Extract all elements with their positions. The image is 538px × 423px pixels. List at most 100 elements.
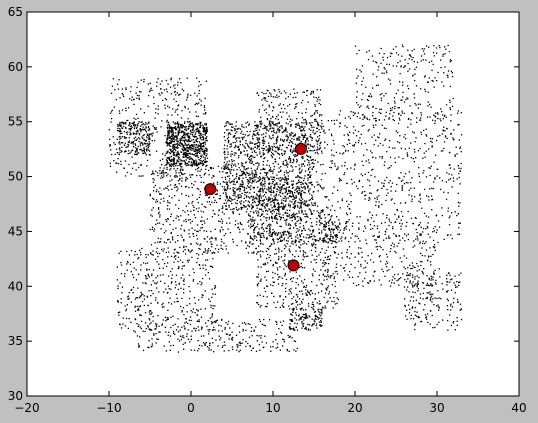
scatter-point: [274, 158, 276, 160]
scatter-point: [431, 79, 433, 82]
scatter-point: [175, 164, 177, 167]
scatter-point: [299, 192, 301, 194]
scatter-point: [411, 59, 413, 61]
scatter-point: [148, 94, 150, 97]
scatter-point: [248, 174, 250, 176]
scatter-point: [292, 215, 295, 217]
scatter-point: [440, 120, 442, 122]
scatter-point: [324, 132, 326, 134]
scatter-point: [168, 158, 171, 160]
scatter-point: [254, 179, 256, 181]
scatter-point: [276, 214, 278, 216]
scatter-point: [278, 178, 280, 180]
scatter-point: [289, 170, 291, 172]
scatter-point: [408, 68, 411, 70]
scatter-point: [175, 128, 178, 130]
scatter-point: [380, 62, 382, 64]
scatter-point: [337, 201, 339, 203]
scatter-point: [360, 71, 362, 73]
scatter-point: [269, 128, 271, 130]
scatter-point: [264, 182, 266, 185]
scatter-point: [185, 176, 187, 179]
scatter-point: [184, 121, 186, 123]
scatter-point: [175, 127, 177, 129]
scatter-point: [276, 152, 279, 154]
scatter-point: [177, 188, 179, 190]
scatter-point: [235, 202, 237, 204]
scatter-point: [414, 310, 416, 313]
scatter-point: [229, 232, 232, 234]
scatter-point: [296, 139, 298, 141]
scatter-point: [433, 55, 435, 57]
scatter-point: [372, 235, 374, 237]
scatter-point: [266, 176, 268, 178]
scatter-point: [229, 132, 231, 134]
scatter-point: [177, 123, 179, 125]
scatter-point: [188, 137, 191, 139]
scatter-point: [319, 147, 321, 149]
scatter-point: [257, 190, 260, 193]
scatter-point: [277, 207, 279, 209]
scatter-point: [165, 88, 168, 90]
scatter-point: [270, 224, 272, 226]
scatter-point: [417, 315, 420, 318]
scatter-point: [167, 124, 169, 126]
scatter-point: [172, 108, 174, 110]
scatter-point: [124, 142, 126, 144]
scatter-point: [245, 206, 247, 208]
scatter-point: [292, 198, 294, 201]
scatter-point: [293, 150, 296, 152]
scatter-point: [399, 60, 401, 62]
scatter-point: [370, 228, 372, 230]
scatter-point: [429, 261, 432, 263]
scatter-point: [183, 146, 185, 149]
scatter-point: [314, 105, 316, 107]
scatter-point: [278, 126, 281, 128]
scatter-point: [354, 267, 356, 269]
scatter-point: [249, 242, 251, 244]
scatter-point: [184, 148, 186, 150]
scatter-point: [447, 76, 449, 78]
scatter-point: [382, 213, 384, 215]
scatter-point: [159, 187, 161, 189]
scatter-point: [417, 287, 420, 290]
scatter-point: [176, 215, 178, 217]
scatter-point: [233, 181, 235, 183]
scatter-point: [211, 216, 214, 218]
scatter-point: [177, 144, 179, 146]
scatter-point: [443, 85, 445, 87]
scatter-point: [440, 59, 442, 61]
scatter-point: [303, 165, 306, 167]
scatter-point: [123, 95, 125, 98]
scatter-point: [192, 163, 194, 165]
scatter-point: [219, 183, 221, 185]
scatter-point: [427, 227, 429, 229]
scatter-point: [309, 163, 311, 166]
scatter-point: [148, 133, 150, 135]
scatter-point: [123, 167, 125, 169]
scatter-point: [288, 227, 290, 230]
scatter-point: [231, 126, 233, 128]
scatter-point: [183, 137, 185, 139]
scatter-point: [429, 137, 432, 140]
scatter-point: [199, 152, 201, 155]
scatter-point: [280, 170, 282, 172]
scatter-point: [372, 105, 374, 108]
scatter-point: [121, 150, 123, 152]
scatter-point: [331, 135, 333, 137]
scatter-point: [209, 250, 212, 252]
scatter-point: [245, 176, 247, 178]
scatter-point: [414, 284, 416, 286]
scatter-point: [323, 224, 325, 226]
scatter-point: [225, 183, 228, 185]
scatter-point: [294, 240, 296, 242]
scatter-point: [434, 282, 437, 284]
scatter-point: [252, 206, 254, 208]
scatter-point: [153, 127, 156, 129]
scatter-point: [133, 124, 135, 127]
scatter-point: [404, 65, 406, 68]
scatter-point: [167, 133, 169, 135]
scatter-point: [296, 228, 298, 230]
scatter-point: [236, 169, 238, 171]
scatter-point: [251, 161, 254, 163]
